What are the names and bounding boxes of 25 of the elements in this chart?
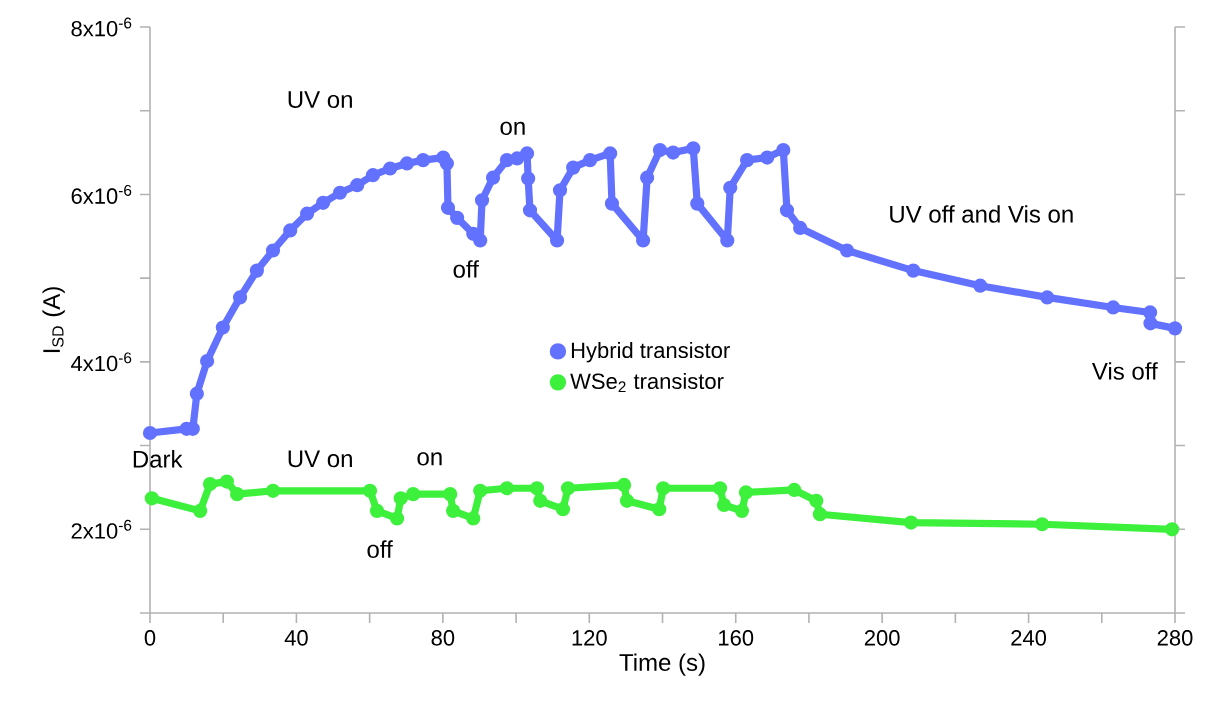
y-tick-label: 4x10$^{-6}$ [71, 352, 132, 372]
legend-label: Hybrid transistor [571, 341, 730, 363]
x-tick-label: 240 [1011, 630, 1047, 646]
y-tick-label: 8x10$^{-6}$ [71, 17, 132, 37]
y-tick-label: 6x10$^{-6}$ [71, 184, 132, 204]
annotation: off [453, 260, 479, 278]
x-axis-title: Time (s) [619, 653, 705, 676]
x-tick-label: 160 [719, 630, 754, 646]
annotation: UV on [288, 91, 352, 109]
x-tick-label: 200 [864, 630, 900, 646]
x-tick-label: 0 [144, 630, 156, 646]
annotation: UV on [288, 450, 352, 468]
y-tick-label: 2x10$^{-6}$ [71, 519, 132, 539]
annotation: on [500, 121, 525, 135]
legend-label: WSe$_{2}$ transistor [570, 372, 724, 393]
annotation: UV off and Vis on [890, 205, 1073, 223]
annotation: Dark [133, 450, 183, 468]
annotation: on [417, 452, 442, 466]
y-axis-title: I$_{SD}$ (A) [42, 287, 65, 353]
x-tick-label: 40 [284, 630, 308, 646]
annotation: off [367, 540, 393, 558]
x-tick-label: 120 [572, 630, 607, 646]
annotation: Vis off [1091, 362, 1158, 380]
x-tick-label: 80 [431, 630, 455, 646]
x-tick-label: 280 [1157, 630, 1193, 646]
